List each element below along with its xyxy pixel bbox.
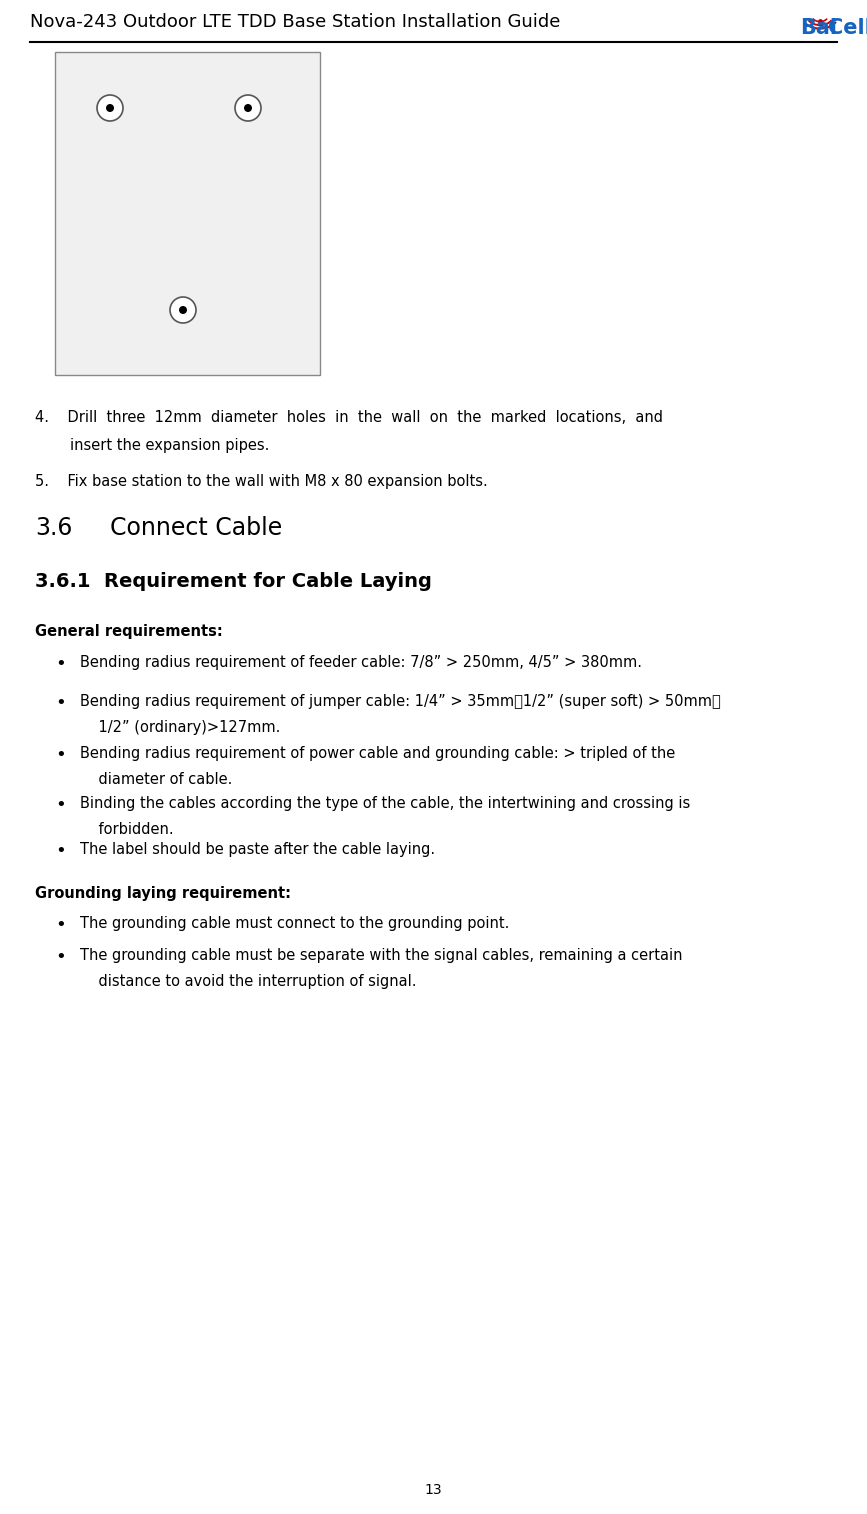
Ellipse shape bbox=[244, 104, 252, 112]
Ellipse shape bbox=[170, 297, 196, 322]
Text: The grounding cable must connect to the grounding point.: The grounding cable must connect to the … bbox=[80, 916, 510, 931]
Text: diameter of cable.: diameter of cable. bbox=[80, 772, 232, 787]
Text: Bending radius requirement of jumper cable: 1/4” > 35mm，1/2” (super soft) > 50mm: Bending radius requirement of jumper cab… bbox=[80, 693, 720, 709]
Ellipse shape bbox=[235, 95, 261, 121]
Text: •: • bbox=[55, 948, 66, 966]
Text: 1/2” (ordinary)>127mm.: 1/2” (ordinary)>127mm. bbox=[80, 721, 280, 734]
FancyBboxPatch shape bbox=[55, 51, 320, 375]
Text: •: • bbox=[55, 656, 66, 674]
Text: 5.    Fix base station to the wall with M8 x 80 expansion bolts.: 5. Fix base station to the wall with M8 … bbox=[35, 474, 488, 489]
Text: Grounding laying requirement:: Grounding laying requirement: bbox=[35, 886, 291, 901]
Text: Nova-243 Outdoor LTE TDD Base Station Installation Guide: Nova-243 Outdoor LTE TDD Base Station In… bbox=[30, 14, 560, 30]
Text: •: • bbox=[55, 693, 66, 712]
Ellipse shape bbox=[97, 95, 123, 121]
Text: distance to avoid the interruption of signal.: distance to avoid the interruption of si… bbox=[80, 974, 416, 989]
Text: General requirements:: General requirements: bbox=[35, 624, 223, 639]
Text: The label should be paste after the cable laying.: The label should be paste after the cabl… bbox=[80, 842, 435, 857]
Text: 4.    Drill  three  12mm  diameter  holes  in  the  wall  on  the  marked  locat: 4. Drill three 12mm diameter holes in th… bbox=[35, 410, 663, 425]
Text: Connect Cable: Connect Cable bbox=[110, 516, 283, 540]
Text: •: • bbox=[55, 796, 66, 815]
Text: insert the expansion pipes.: insert the expansion pipes. bbox=[70, 438, 270, 453]
Text: •: • bbox=[55, 842, 66, 860]
Text: Binding the cables according the type of the cable, the intertwining and crossin: Binding the cables according the type of… bbox=[80, 796, 690, 812]
Text: Bending radius requirement of power cable and grounding cable: > tripled of the: Bending radius requirement of power cabl… bbox=[80, 746, 675, 762]
Text: 3.6.1  Requirement for Cable Laying: 3.6.1 Requirement for Cable Laying bbox=[35, 572, 432, 590]
Text: Bai: Bai bbox=[800, 18, 837, 38]
Ellipse shape bbox=[106, 104, 114, 112]
Text: forbidden.: forbidden. bbox=[80, 822, 173, 837]
Text: •: • bbox=[55, 916, 66, 934]
Text: •: • bbox=[55, 746, 66, 765]
Ellipse shape bbox=[179, 306, 187, 313]
Text: 13: 13 bbox=[425, 1484, 442, 1497]
Text: The grounding cable must be separate with the signal cables, remaining a certain: The grounding cable must be separate wit… bbox=[80, 948, 682, 963]
Text: Bending radius requirement of feeder cable: 7/8” > 250mm, 4/5” > 380mm.: Bending radius requirement of feeder cab… bbox=[80, 656, 642, 671]
Text: 3.6: 3.6 bbox=[35, 516, 72, 540]
Text: Cells: Cells bbox=[828, 18, 867, 38]
